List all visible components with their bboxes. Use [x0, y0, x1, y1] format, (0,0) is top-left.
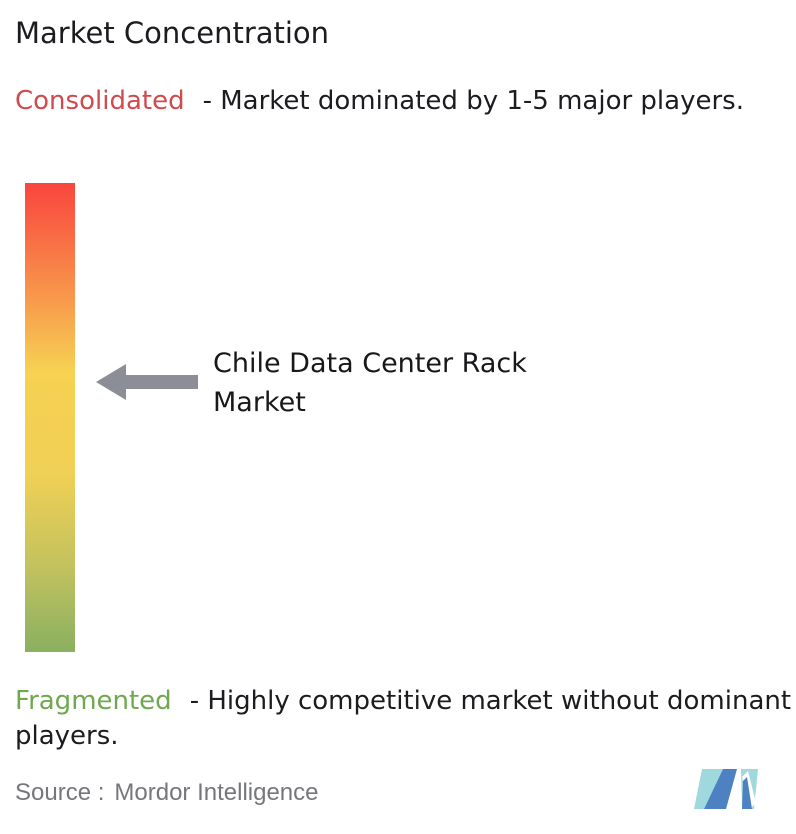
- concentration-gradient-bar: [25, 183, 75, 652]
- consolidated-description: - Market dominated by 1-5 major players.: [202, 86, 744, 116]
- consolidated-text: Consolidated - Market dominated by 1-5 ma…: [15, 84, 755, 119]
- fragmented-description: - Highly competitive market without domi…: [15, 686, 792, 751]
- page-title: Market Concentration: [15, 16, 330, 50]
- source-label: Source :: [15, 779, 105, 806]
- left-arrow-icon: [96, 364, 198, 400]
- source-line: Source : Mordor Intelligence: [15, 779, 319, 807]
- fragmented-text: Fragmented - Highly competitive market wi…: [15, 684, 795, 754]
- consolidated-term: Consolidated: [15, 86, 185, 116]
- fragmented-term: Fragmented: [15, 686, 172, 716]
- source-name: Mordor Intelligence: [114, 779, 319, 806]
- mordor-intelligence-logo: [692, 768, 758, 812]
- market-label: Chile Data Center Rack Market: [213, 348, 527, 418]
